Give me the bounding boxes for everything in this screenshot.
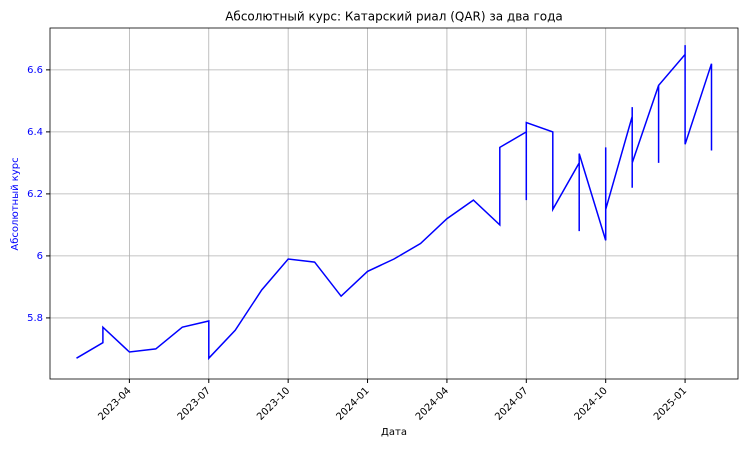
y-tick-label: 6.4 [27,127,43,138]
y-tick-label: 5.8 [27,313,43,324]
y-tick-label: 6.2 [27,189,43,200]
x-tick-label: 2024-07 [493,385,530,422]
x-tick-label: 2025-01 [652,385,689,422]
chart-title: Абсолютный курс: Катарский риал (QAR) за… [225,10,563,24]
x-tick-label: 2023-07 [176,385,213,422]
data-line [76,45,713,361]
x-tick-label: 2024-10 [573,385,610,422]
x-tick-label: 2024-01 [334,385,371,422]
x-tick-label: 2024-04 [414,385,451,422]
plot-frame [49,27,739,380]
y-tick-label: 6 [37,251,43,262]
x-tick-label: 2023-04 [96,385,133,422]
x-tick-label: 2023-10 [255,385,292,422]
x-axis-label: Дата [381,427,407,438]
y-axis-label: Абсолютный курс [10,157,21,250]
y-tick-label: 6.6 [27,65,43,76]
